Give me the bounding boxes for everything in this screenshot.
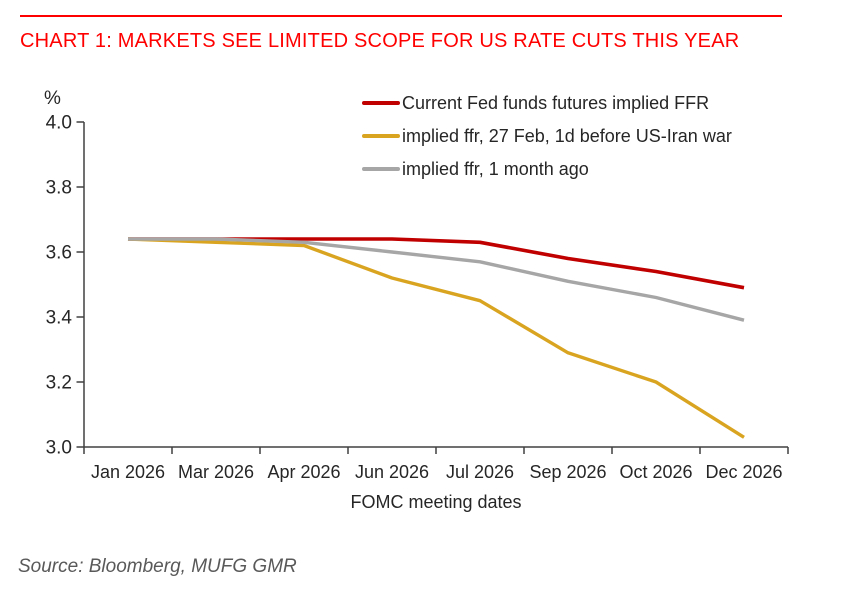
y-tick-label: 3.8: [46, 178, 72, 199]
y-axis-ticks: 3.0 3.2 3.4 3.6 3.8 4.0: [46, 113, 84, 459]
legend-label: implied ffr, 1 month ago: [402, 158, 589, 179]
x-tick-label: Mar 2026: [178, 462, 254, 482]
y-tick-label: 3.6: [46, 243, 72, 264]
x-tick-label: Apr 2026: [267, 462, 340, 482]
y-axis-unit-label: %: [44, 88, 61, 109]
line-series-0: [128, 237, 745, 290]
x-tick-label: Dec 2026: [705, 462, 782, 482]
x-tick-label: Jun 2026: [355, 462, 429, 482]
chart-title: CHART 1: MARKETS SEE LIMITED SCOPE FOR U…: [20, 30, 740, 52]
source-note: Source: Bloomberg, MUFG GMR: [18, 556, 297, 577]
legend-line-swatch: [362, 167, 400, 171]
legend-item-2: implied ffr, 1 month ago: [362, 159, 732, 179]
x-tick-label: Jul 2026: [446, 462, 514, 482]
legend-line-swatch: [362, 101, 400, 105]
y-tick-label: 3.4: [46, 308, 73, 329]
legend-label: implied ffr, 27 Feb, 1d before US-Iran w…: [402, 125, 732, 146]
legend-item-0: Current Fed funds futures implied FFR: [362, 93, 732, 113]
chart-legend: Current Fed funds futures implied FFR imp…: [362, 93, 732, 192]
legend-line-swatch: [362, 134, 400, 138]
x-axis-title: FOMC meeting dates: [350, 492, 522, 512]
legend-label: Current Fed funds futures implied FFR: [402, 92, 710, 113]
line-series-2: [128, 237, 745, 322]
legend-item-1: implied ffr, 27 Feb, 1d before US-Iran w…: [362, 126, 732, 146]
y-tick-label: 4.0: [46, 113, 72, 134]
title-rule: [20, 15, 782, 17]
x-tick-label: Sep 2026: [529, 462, 606, 482]
x-tick-label: Oct 2026: [619, 462, 692, 482]
line-series-1: [127, 237, 745, 439]
x-tick-label: Jan 2026: [91, 462, 165, 482]
x-axis-ticks: Jan 2026 Mar 2026 Apr 2026 Jun 2026 Jul 2026…: [83, 447, 789, 482]
y-tick-label: 3.2: [46, 373, 72, 394]
y-tick-label: 3.0: [46, 438, 72, 459]
